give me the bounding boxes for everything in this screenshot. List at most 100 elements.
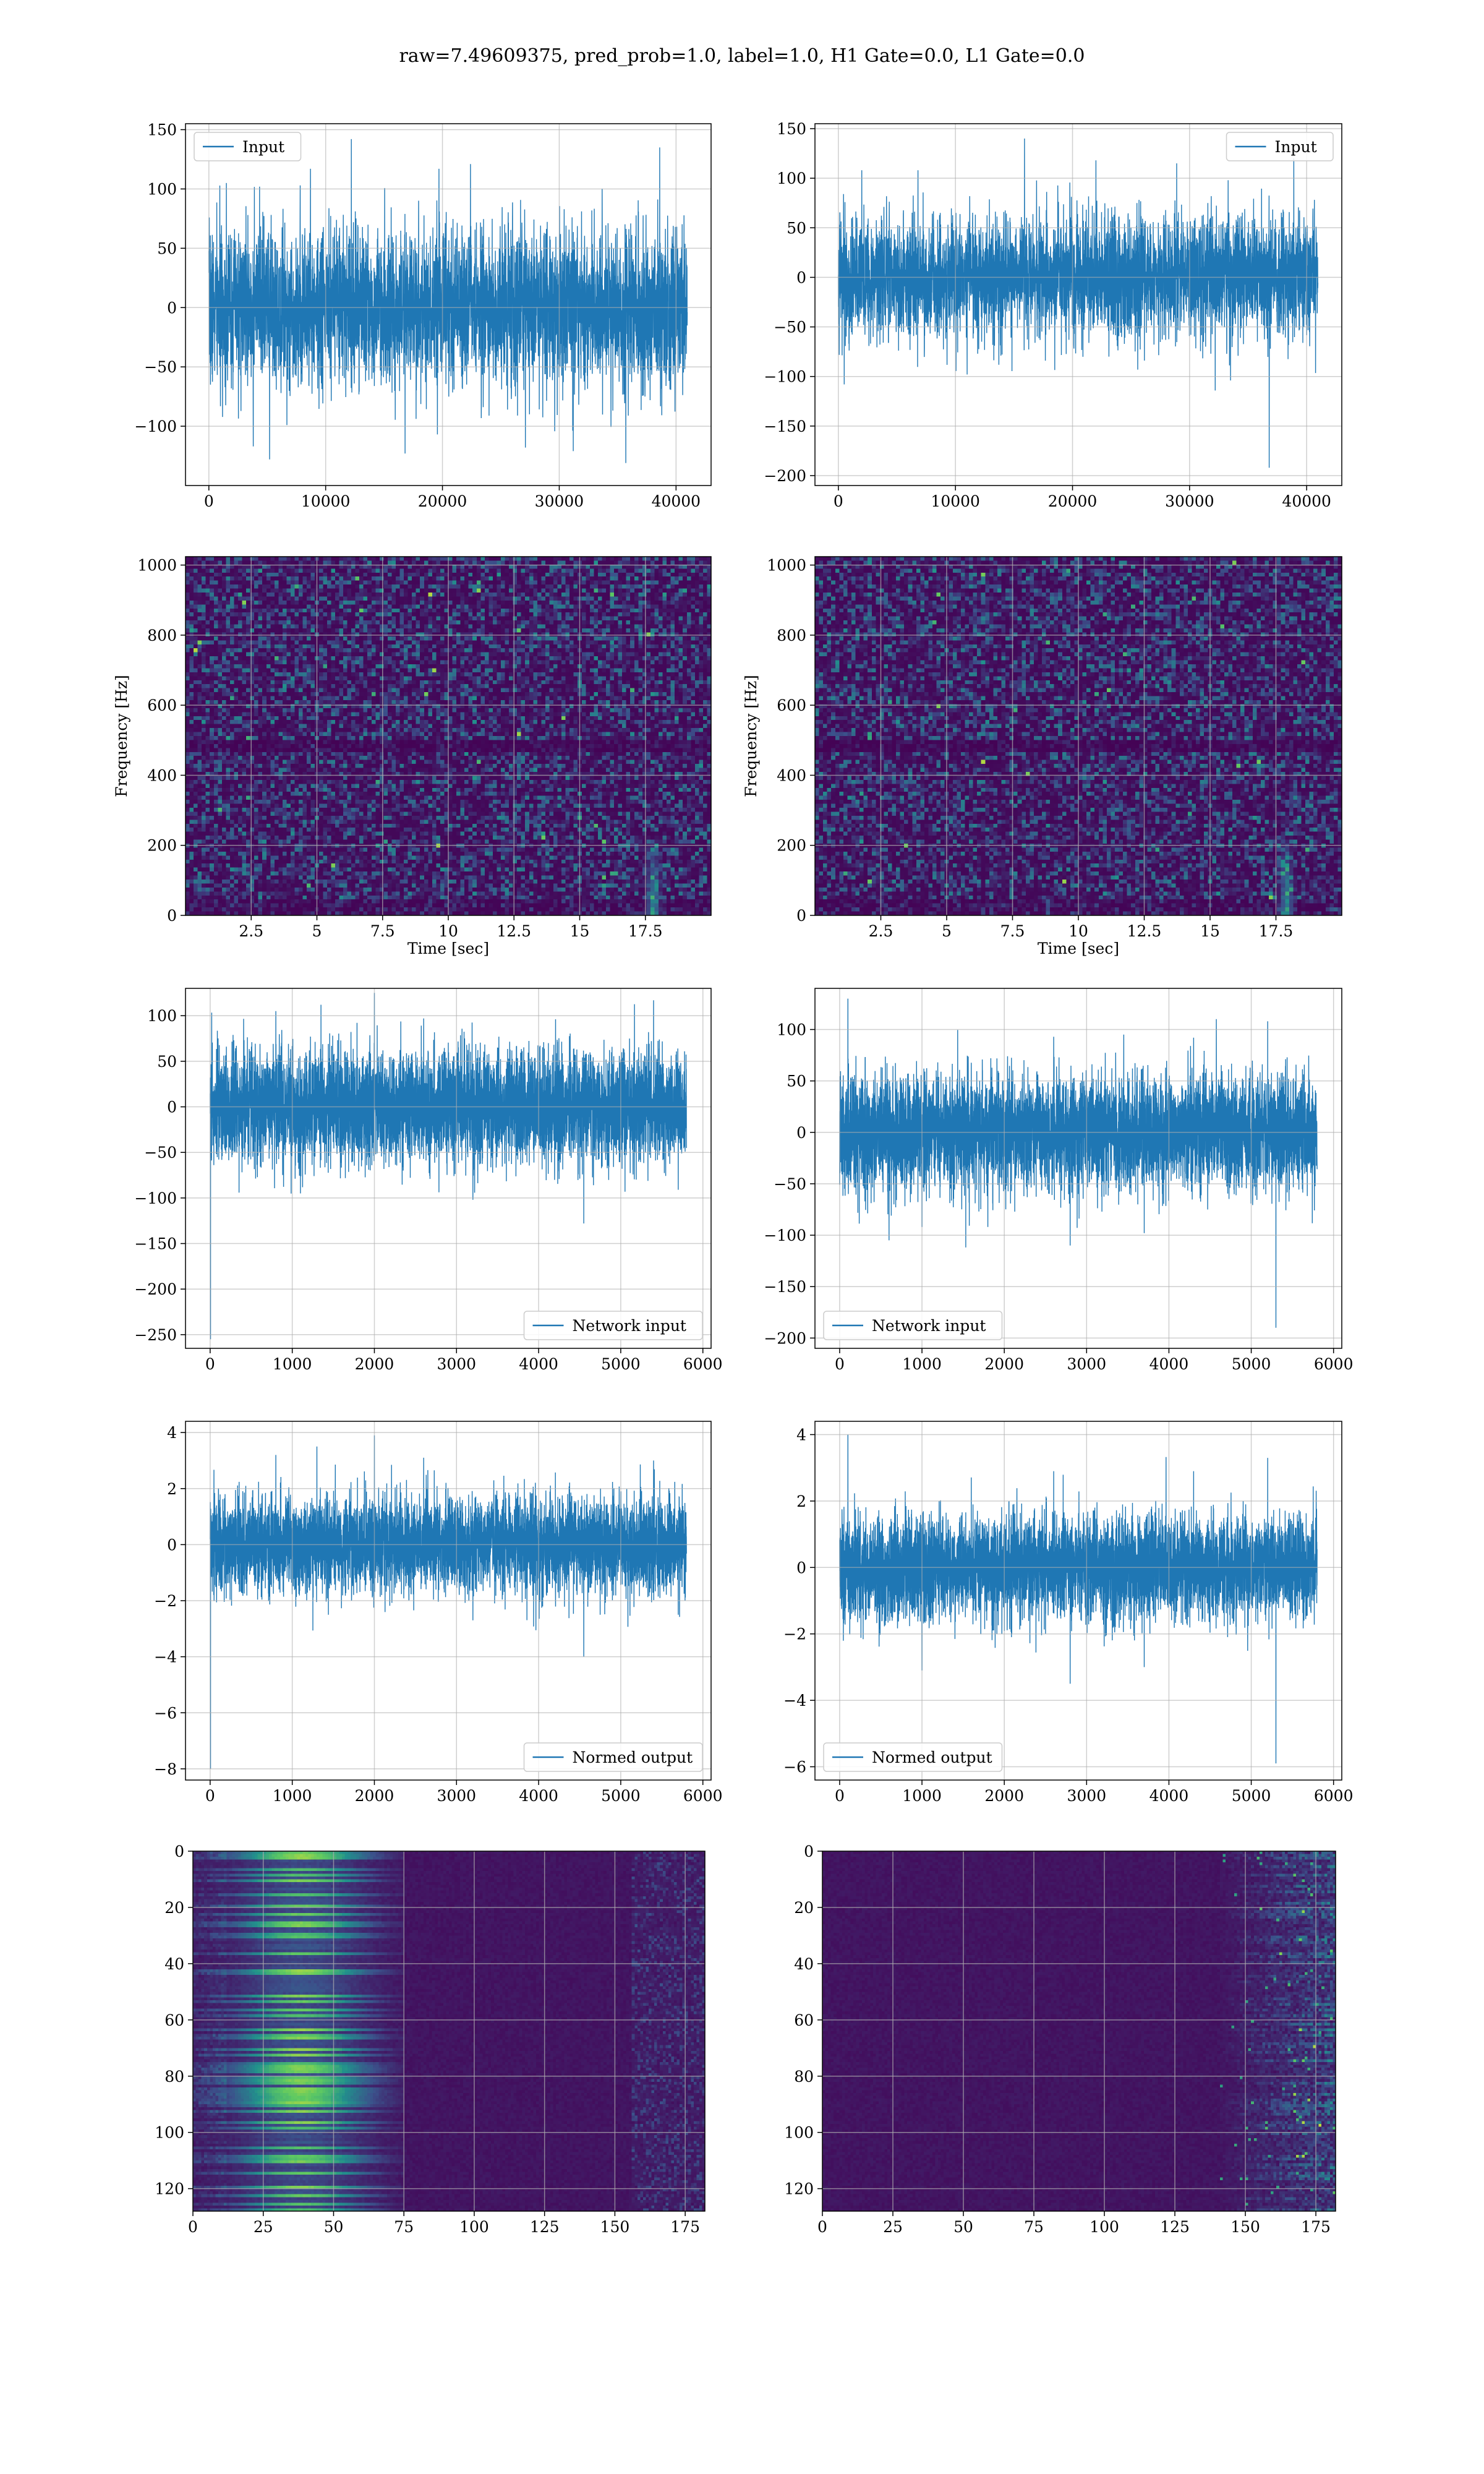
y-tick-label: 400 [777, 766, 806, 784]
x-tick-label: 6000 [683, 1355, 723, 1373]
x-tick-label: 175 [670, 2218, 700, 2236]
legend-label: Network input [872, 1317, 986, 1335]
y-tick-label: 0 [167, 907, 177, 925]
legend: Normed output [524, 1743, 703, 1771]
y-tick-label: 100 [147, 180, 177, 198]
x-tick-label: 7.5 [1000, 922, 1025, 940]
x-tick-label: 4000 [1149, 1355, 1189, 1373]
x-tick-label: 6000 [1314, 1355, 1354, 1373]
x-tick-label: 50 [953, 2218, 973, 2236]
y-tick-label: −6 [783, 1758, 806, 1776]
y-tick-label: −6 [154, 1704, 177, 1722]
x-tick-label: 6000 [683, 1787, 723, 1805]
x-tick-label: 15 [570, 922, 590, 940]
x-tick-label: 2000 [355, 1787, 394, 1805]
x-tick-label: 1000 [902, 1787, 942, 1805]
x-tick-label: 4000 [519, 1355, 558, 1373]
x-tick-label: 2000 [984, 1787, 1024, 1805]
y-tick-label: 200 [777, 837, 806, 855]
x-tick-label: 7.5 [370, 922, 395, 940]
legend-label: Network input [573, 1317, 686, 1335]
x-tick-label: 25 [883, 2218, 903, 2236]
y-tick-label: 150 [777, 120, 806, 138]
y-tick-label: −200 [764, 1329, 806, 1347]
y-tick-label: 120 [155, 2180, 184, 2198]
plot-area [822, 1851, 1336, 2212]
x-tick-label: 5000 [601, 1355, 641, 1373]
y-tick-label: 20 [794, 1899, 814, 1917]
y-tick-label: 0 [167, 1536, 177, 1554]
x-tick-label: 10 [438, 922, 458, 940]
y-tick-label: −150 [764, 1278, 806, 1296]
x-tick-label: 17.5 [1259, 922, 1294, 940]
y-tick-label: 1000 [767, 557, 806, 575]
x-tick-label: 40000 [652, 492, 701, 510]
x-tick-label: 0 [835, 1355, 845, 1373]
legend-label: Input [242, 138, 284, 156]
x-tick-label: 0 [835, 1787, 845, 1805]
y-tick-label: 800 [147, 627, 177, 644]
y-tick-label: 60 [164, 2011, 184, 2029]
x-tick-label: 0 [834, 492, 843, 510]
y-tick-label: 0 [796, 1559, 806, 1577]
y-tick-label: −100 [764, 368, 806, 386]
legend: Input [194, 132, 301, 161]
x-tick-label: 3000 [437, 1355, 476, 1373]
y-tick-label: −8 [154, 1760, 177, 1778]
y-tick-label: 100 [147, 1007, 177, 1025]
y-tick-label: 2 [167, 1480, 177, 1498]
x-tick-label: 0 [204, 492, 214, 510]
x-axis-label: Time [sec] [1038, 940, 1119, 957]
y-tick-label: −50 [774, 319, 806, 336]
y-tick-label: −50 [144, 358, 177, 376]
x-tick-label: 0 [205, 1355, 215, 1373]
y-tick-label: −100 [764, 1226, 806, 1244]
x-tick-label: 50 [324, 2218, 344, 2236]
x-tick-label: 2.5 [869, 922, 893, 940]
x-tick-label: 40000 [1282, 492, 1331, 510]
y-tick-label: 200 [147, 837, 177, 855]
x-tick-label: 1000 [273, 1355, 312, 1373]
x-tick-label: 0 [188, 2218, 198, 2236]
y-axis-label: Frequency [Hz] [113, 675, 130, 797]
y-tick-label: 50 [787, 1072, 806, 1090]
x-tick-label: 4000 [519, 1787, 558, 1805]
x-tick-label: 150 [1230, 2218, 1260, 2236]
x-tick-label: 100 [459, 2218, 489, 2236]
x-tick-label: 150 [600, 2218, 630, 2236]
x-tick-label: 100 [1090, 2218, 1119, 2236]
y-tick-label: 150 [147, 121, 177, 139]
subplot-spec-l1: 2.5 5 7.5 10 12.5 15 17.502004006008001000Time… [742, 557, 1342, 957]
y-tick-label: 0 [174, 1843, 184, 1860]
x-tick-label: 6000 [1314, 1787, 1354, 1805]
y-tick-label: −200 [764, 467, 806, 485]
x-tick-label: 3000 [437, 1787, 476, 1805]
y-tick-label: 50 [787, 219, 806, 237]
x-tick-label: 15 [1200, 922, 1220, 940]
x-tick-label: 30000 [1165, 492, 1214, 510]
y-tick-label: 800 [777, 627, 806, 644]
y-tick-label: 50 [157, 1053, 177, 1071]
x-tick-label: 3000 [1067, 1355, 1107, 1373]
x-tick-label: 2000 [984, 1355, 1024, 1373]
x-tick-label: 5 [312, 922, 322, 940]
x-tick-label: 2.5 [239, 922, 263, 940]
x-tick-label: 4000 [1149, 1787, 1189, 1805]
y-tick-label: 100 [777, 1021, 806, 1039]
y-tick-label: −100 [134, 1189, 177, 1207]
y-tick-label: 100 [155, 2124, 184, 2142]
x-tick-label: 10 [1068, 922, 1088, 940]
x-tick-label: 3000 [1067, 1787, 1107, 1805]
x-tick-label: 75 [394, 2218, 414, 2236]
y-tick-label: −50 [144, 1144, 177, 1162]
y-tick-label: −4 [154, 1648, 177, 1666]
y-axis-label: Frequency [Hz] [742, 675, 760, 797]
x-tick-label: 30000 [535, 492, 584, 510]
y-tick-label: 0 [796, 1124, 806, 1142]
y-tick-label: 600 [147, 696, 177, 714]
y-tick-label: 600 [777, 696, 806, 714]
plot-area [193, 1851, 706, 2212]
